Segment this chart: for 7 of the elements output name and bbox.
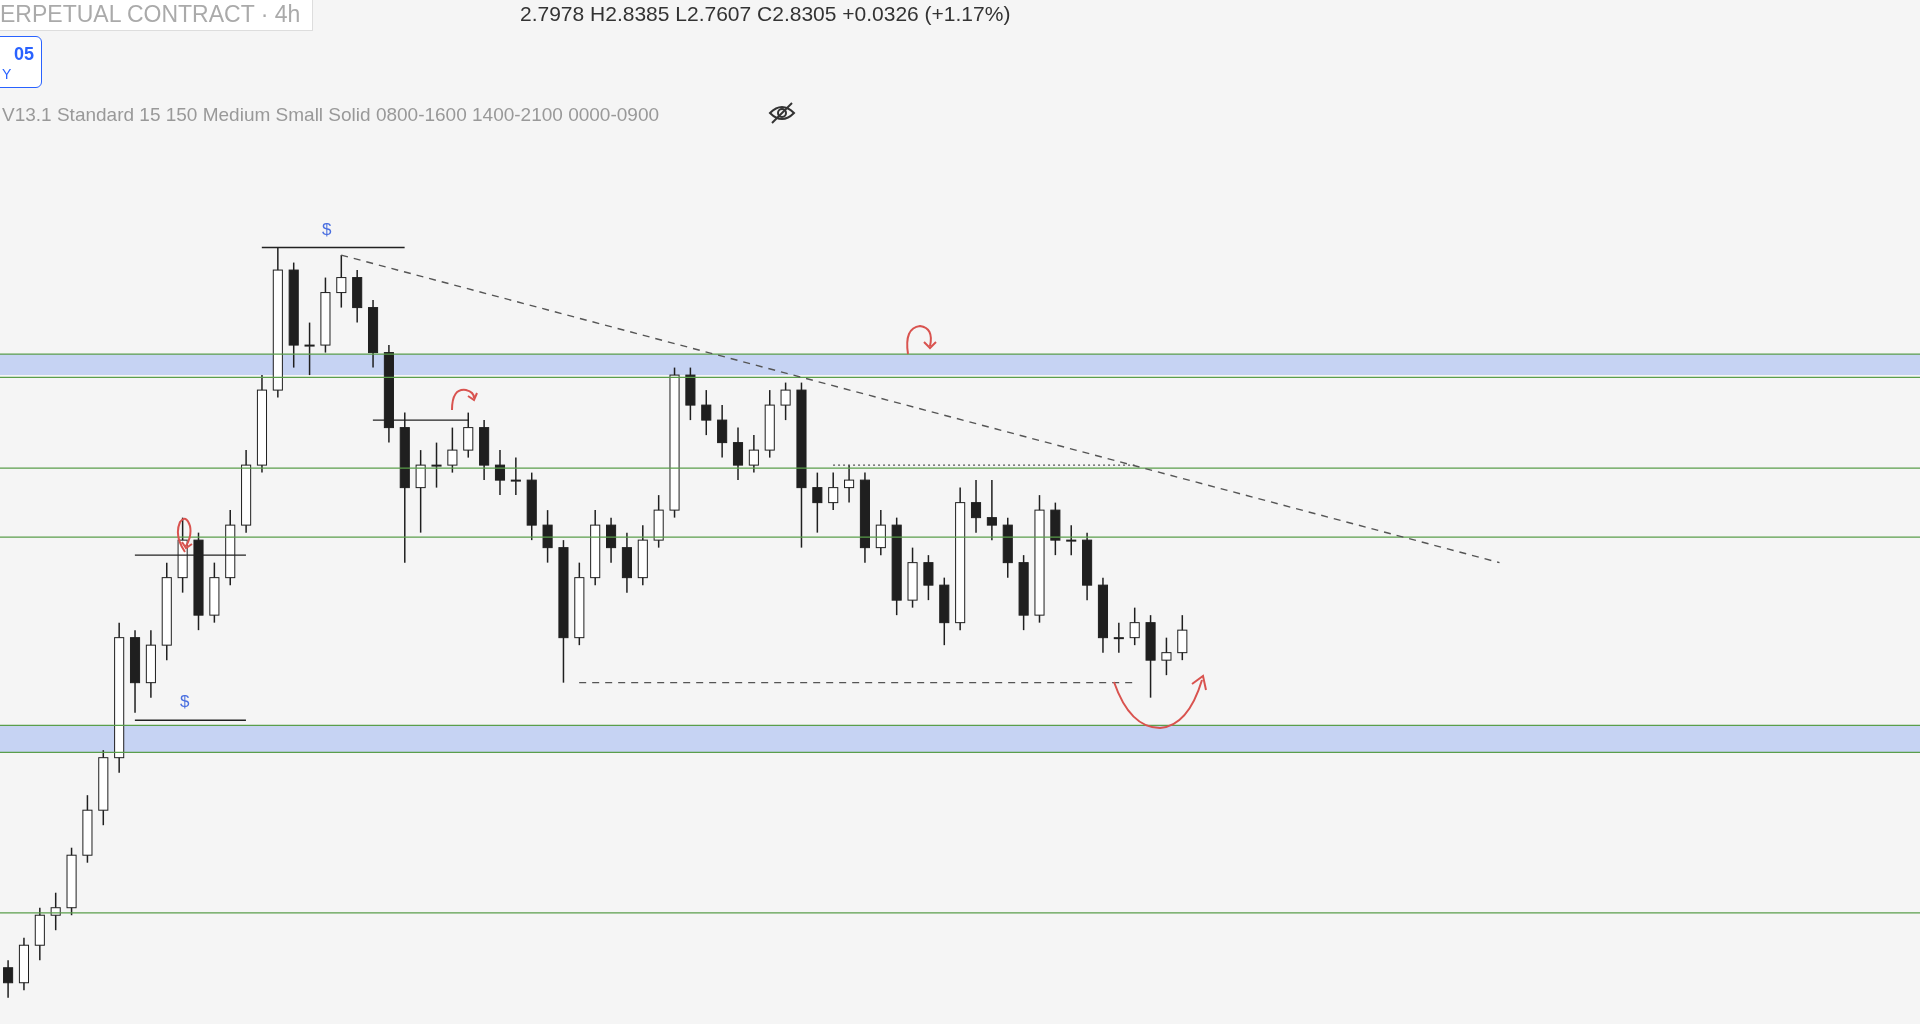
chart-title: ERPETUAL CONTRACT · 4h [0,0,314,31]
annotation: $ [180,692,190,712]
text: Y [2,66,12,82]
text: V13.1 Standard 15 150 Medium Small Solid 0800-1600 1400-2100 0000-0900 [2,104,660,126]
chart-subtitle: 2.7978 H2.8385 L2.7607 C2.8305 +0.0326 (+1.17%) [520,1,1011,27]
text: $ [322,220,332,240]
text: 05 [14,44,35,65]
